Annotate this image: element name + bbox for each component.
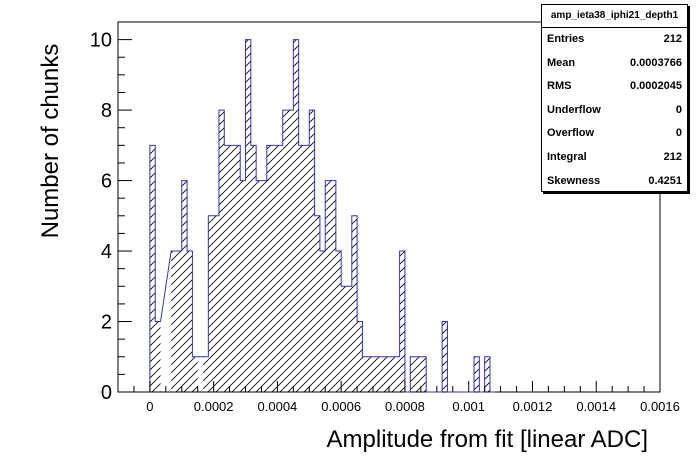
stats-rows: Entries 212 Mean 0.0003766 RMS 0.0002045 Under…	[542, 28, 687, 193]
stats-title: amp_ieta38_iphi21_depth1	[542, 5, 687, 28]
histogram-bar	[415, 356, 421, 392]
x-tick-label: 0.0006	[321, 399, 361, 414]
histogram-bar	[357, 321, 363, 392]
stats-value: 0	[675, 127, 682, 140]
x-tick-label: 0.0016	[640, 399, 680, 414]
histogram-bar	[181, 180, 188, 392]
histogram-bar	[288, 110, 294, 392]
histogram-bar	[330, 180, 336, 392]
stats-row: Underflow 0	[542, 99, 687, 123]
y-tick-label: 8	[101, 100, 112, 122]
histogram-bar	[341, 286, 347, 392]
histogram-bar	[389, 356, 395, 392]
stats-value: 212	[663, 150, 682, 163]
x-tick-label: 0.0008	[385, 399, 425, 414]
stats-label: Integral	[547, 150, 587, 163]
histogram-bar	[309, 110, 315, 392]
histogram-bar	[282, 110, 289, 392]
x-tick-label: 0.001	[452, 399, 485, 414]
histogram-bar	[245, 39, 251, 392]
histogram-bar	[298, 145, 305, 392]
x-tick-label: 0	[146, 399, 153, 414]
y-tick-label: 2	[101, 312, 112, 334]
x-axis-label: Amplitude from fit [linear ADC]	[327, 426, 648, 453]
histogram-bar	[346, 286, 352, 392]
histogram-bar	[218, 110, 225, 392]
histogram-bar	[362, 356, 368, 392]
histogram-bar	[234, 145, 241, 392]
histogram-bar	[394, 356, 400, 392]
stats-label: RMS	[547, 80, 572, 93]
histogram-bar	[192, 356, 198, 392]
histogram-bar	[187, 251, 193, 392]
histogram-bar	[335, 251, 342, 392]
histogram-bar	[250, 145, 257, 392]
histogram-bar	[293, 39, 299, 392]
x-axis-ticks: 0 0.0002 0.0004 0.0006 0.0008 0.001 0.0012 0.00…	[117, 381, 680, 414]
histogram-bar	[277, 145, 283, 392]
stats-label: Entries	[547, 33, 585, 45]
histogram-bar	[420, 356, 427, 392]
stats-label: Overflow	[547, 127, 595, 140]
histogram-bar	[224, 145, 230, 392]
histogram-bar	[373, 356, 379, 392]
histogram-bars	[149, 39, 496, 393]
x-tick-label: 0.0002	[194, 399, 234, 414]
y-axis-ticks: 0 2 4 6 8 10	[90, 21, 132, 404]
histogram-bar	[351, 215, 358, 392]
histogram-bar	[410, 356, 416, 392]
histogram-bar	[367, 356, 374, 392]
stats-label: Mean	[547, 56, 576, 69]
histogram-bar	[171, 251, 177, 392]
histogram-bar	[272, 145, 278, 392]
x-tick-label: 0.0014	[576, 399, 616, 414]
histogram-bar	[176, 251, 182, 392]
histogram-bar	[155, 321, 161, 392]
histogram-bar	[319, 251, 326, 392]
stats-box: amp_ieta38_iphi21_depth1 Entries 212 Mean 0…	[541, 4, 688, 192]
histogram-bar	[256, 180, 262, 392]
histogram-bar	[261, 180, 267, 392]
histogram-bar	[378, 356, 384, 392]
histogram-bar	[383, 356, 389, 392]
histogram-bar	[240, 180, 246, 392]
stats-row: Skewness 0.4251	[542, 170, 687, 194]
histogram-bar	[442, 321, 448, 392]
y-tick-label: 10	[90, 30, 112, 52]
x-tick-label: 0.0004	[258, 399, 298, 414]
histogram-bar	[399, 251, 405, 392]
stats-row: Mean 0.0003766	[542, 52, 687, 76]
histogram-bar	[149, 145, 156, 392]
stats-value: 0	[675, 103, 682, 116]
stats-value: 212	[663, 33, 682, 45]
histogram-bar	[208, 215, 214, 392]
x-tick-label: 0.0012	[513, 399, 553, 414]
stats-row: Overflow 0	[542, 122, 687, 146]
histogram-bar	[266, 145, 273, 392]
histogram-bar	[229, 145, 235, 392]
stats-value: 0.0003766	[630, 56, 682, 69]
y-axis-label: Number of chunks	[37, 44, 64, 239]
y-tick-label: 4	[101, 241, 112, 263]
stats-label: Skewness	[547, 174, 601, 187]
stats-label: Underflow	[547, 103, 601, 116]
histogram-bar	[203, 356, 209, 392]
y-tick-label: 0	[101, 382, 112, 404]
y-tick-label: 6	[101, 171, 112, 193]
histogram-bar	[474, 356, 480, 392]
stats-row: RMS 0.0002045	[542, 75, 687, 99]
stats-row: Integral 212	[542, 146, 687, 170]
histogram-bar	[213, 215, 219, 392]
histogram-bar	[325, 180, 331, 392]
stats-value: 0.4251	[648, 174, 682, 187]
histogram-bar	[314, 215, 320, 392]
histogram-bar	[303, 145, 310, 392]
stats-value: 0.0002045	[630, 80, 682, 93]
histogram-bar	[484, 356, 490, 392]
stats-row: Entries 212	[542, 28, 687, 52]
